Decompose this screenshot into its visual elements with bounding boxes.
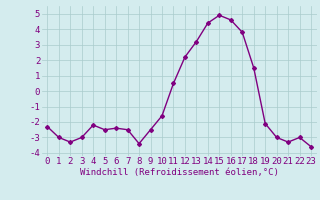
- X-axis label: Windchill (Refroidissement éolien,°C): Windchill (Refroidissement éolien,°C): [80, 168, 279, 177]
